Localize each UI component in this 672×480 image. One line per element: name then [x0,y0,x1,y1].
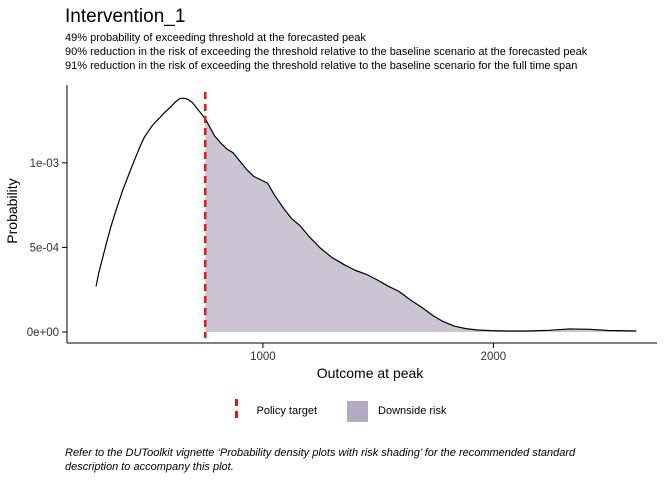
dashed-line-icon [234,399,238,423]
downside-risk-area [205,118,637,332]
y-tick-label: 0e+00 [27,327,59,339]
legend: Policy target Downside risk [0,399,672,423]
y-axis-title-text: Probability [4,178,20,244]
plot-subtitle: 49% probability of exceeding threshold a… [65,32,588,72]
legend-item-downside-risk: Downside risk [347,400,447,422]
caption: Refer to the DUToolkit vignette ‘Probabi… [65,447,576,473]
legend-item-policy-target: Policy target [226,399,318,423]
x-tick-label: 1000 [250,351,276,363]
x-tick-label: 2000 [481,351,507,363]
plot-title: Intervention_1 [65,6,186,27]
legend-label-downside-risk: Downside risk [378,405,447,417]
y-tick-label: 5e-04 [30,242,60,254]
fill-swatch-icon [347,400,369,422]
density-curve [95,97,637,332]
policy-target-key [226,399,247,423]
y-tick-label: 1e-03 [30,158,59,170]
legend-label-policy-target: Policy target [256,405,318,417]
x-axis-title: Outcome at peak [316,365,424,381]
